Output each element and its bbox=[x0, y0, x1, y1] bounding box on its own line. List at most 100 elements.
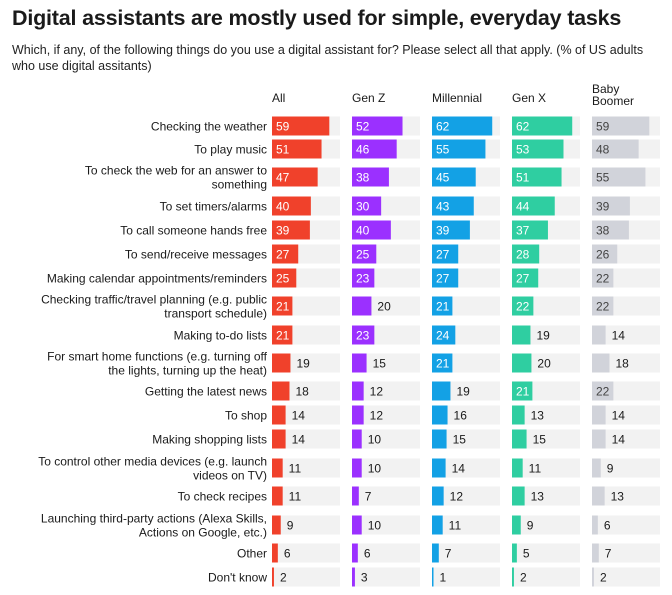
bar-2-15 bbox=[432, 515, 443, 535]
category-label-15: Launching third-party actions (Alexa Ski… bbox=[41, 512, 267, 526]
value-label-3-15: 9 bbox=[527, 519, 534, 533]
bar-track bbox=[512, 567, 580, 587]
bar-1-14 bbox=[352, 486, 359, 506]
category-label-9: For smart home functions (e.g. turning o… bbox=[47, 350, 268, 364]
bar-track bbox=[352, 353, 420, 373]
bar-3-9 bbox=[512, 353, 532, 373]
value-label-2-11: 16 bbox=[454, 409, 468, 423]
bar-3-13 bbox=[512, 458, 523, 478]
value-label-1-13: 10 bbox=[368, 462, 382, 476]
value-label-3-7: 22 bbox=[516, 300, 530, 314]
bar-0-9 bbox=[272, 353, 291, 373]
value-label-4-6: 22 bbox=[596, 272, 610, 286]
value-label-3-12: 15 bbox=[533, 433, 547, 447]
bar-track bbox=[352, 567, 420, 587]
bar-track bbox=[352, 405, 420, 425]
value-label-2-3: 43 bbox=[436, 200, 450, 214]
bar-4-7 bbox=[592, 296, 614, 316]
value-label-0-14: 11 bbox=[289, 490, 302, 504]
bar-track bbox=[592, 567, 660, 587]
bar-0-6 bbox=[272, 268, 297, 288]
value-label-4-9: 18 bbox=[615, 357, 629, 371]
bar-0-3 bbox=[272, 196, 311, 216]
bar-2-14 bbox=[432, 486, 444, 506]
bar-track bbox=[272, 458, 340, 478]
bar-4-9 bbox=[592, 353, 610, 373]
value-label-4-12: 14 bbox=[612, 433, 626, 447]
bar-1-12 bbox=[352, 429, 362, 449]
bar-3-2 bbox=[512, 167, 562, 187]
value-label-1-2: 38 bbox=[356, 171, 370, 185]
series-header-2: Millennial bbox=[432, 91, 482, 105]
bar-4-12 bbox=[592, 429, 606, 449]
bar-1-0 bbox=[352, 116, 403, 136]
bar-2-5 bbox=[432, 244, 459, 264]
bar-4-4 bbox=[592, 220, 629, 240]
bar-4-14 bbox=[592, 486, 605, 506]
value-label-3-9: 20 bbox=[537, 357, 551, 371]
value-label-2-17: 1 bbox=[440, 571, 447, 585]
value-label-0-16: 6 bbox=[284, 547, 291, 561]
value-label-1-4: 40 bbox=[356, 224, 370, 238]
value-label-2-7: 21 bbox=[436, 300, 450, 314]
bar-4-3 bbox=[592, 196, 630, 216]
series-header-0: All bbox=[272, 91, 285, 105]
value-label-0-11: 14 bbox=[292, 409, 306, 423]
value-label-2-6: 27 bbox=[436, 272, 450, 286]
value-label-4-17: 2 bbox=[600, 571, 607, 585]
bar-3-1 bbox=[512, 139, 564, 159]
value-label-0-12: 14 bbox=[292, 433, 306, 447]
bar-track bbox=[352, 381, 420, 401]
value-label-0-17: 2 bbox=[280, 571, 287, 585]
bar-2-1 bbox=[432, 139, 486, 159]
value-label-3-14: 13 bbox=[531, 490, 545, 504]
category-label-5: To send/receive messages bbox=[125, 248, 267, 262]
category-label-4: To call someone hands free bbox=[120, 224, 267, 238]
bar-track bbox=[592, 515, 660, 535]
bar-2-11 bbox=[432, 405, 448, 425]
value-label-2-9: 21 bbox=[436, 357, 450, 371]
bar-4-8 bbox=[592, 325, 606, 345]
bar-track bbox=[352, 458, 420, 478]
value-label-1-16: 6 bbox=[364, 547, 371, 561]
value-label-0-7: 21 bbox=[276, 300, 290, 314]
value-label-4-11: 14 bbox=[612, 409, 626, 423]
value-label-1-11: 12 bbox=[370, 409, 384, 423]
bar-0-0 bbox=[272, 116, 330, 136]
bar-3-4 bbox=[512, 220, 548, 240]
bar-track bbox=[432, 458, 500, 478]
bar-3-15 bbox=[512, 515, 521, 535]
bar-track bbox=[352, 429, 420, 449]
bar-2-8 bbox=[432, 325, 456, 345]
bar-4-15 bbox=[592, 515, 598, 535]
value-label-2-0: 62 bbox=[436, 120, 450, 134]
bar-1-1 bbox=[352, 139, 397, 159]
bar-track bbox=[272, 486, 340, 506]
bar-track bbox=[592, 486, 660, 506]
bar-track bbox=[592, 429, 660, 449]
value-label-3-3: 44 bbox=[516, 200, 530, 214]
value-label-1-17: 3 bbox=[361, 571, 368, 585]
value-label-4-4: 38 bbox=[596, 224, 610, 238]
bar-1-5 bbox=[352, 244, 377, 264]
bar-track bbox=[432, 543, 500, 563]
bar-3-16 bbox=[512, 543, 517, 563]
value-label-2-4: 39 bbox=[436, 224, 450, 238]
value-label-2-1: 55 bbox=[436, 143, 450, 157]
value-label-1-14: 7 bbox=[365, 490, 372, 504]
value-label-1-0: 52 bbox=[356, 120, 370, 134]
bar-track bbox=[432, 486, 500, 506]
bar-track bbox=[512, 515, 580, 535]
bar-2-7 bbox=[432, 296, 453, 316]
bar-track bbox=[432, 567, 500, 587]
bar-2-4 bbox=[432, 220, 470, 240]
value-label-1-6: 23 bbox=[356, 272, 370, 286]
series-header-3: Gen X bbox=[512, 91, 546, 105]
value-label-2-13: 14 bbox=[452, 462, 466, 476]
value-label-4-8: 14 bbox=[612, 329, 626, 343]
value-label-0-0: 59 bbox=[276, 120, 290, 134]
value-label-3-16: 5 bbox=[523, 547, 530, 561]
bar-track bbox=[512, 429, 580, 449]
bar-4-6 bbox=[592, 268, 614, 288]
